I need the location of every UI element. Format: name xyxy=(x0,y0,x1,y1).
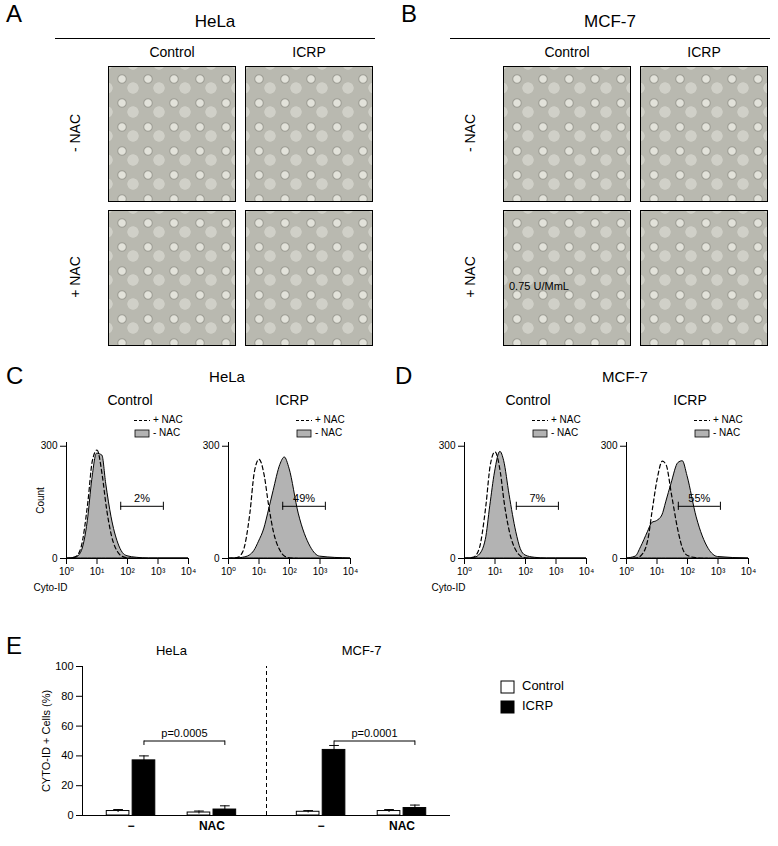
html-text:A: A xyxy=(6,0,22,27)
svg-text:10³: 10³ xyxy=(151,566,166,577)
svg-text:20: 20 xyxy=(61,779,73,791)
html-text:D: D xyxy=(395,362,413,389)
html-text:+ NAC: + NAC xyxy=(67,256,83,298)
html-text:MCF-7: MCF-7 xyxy=(584,12,636,31)
svg-text:NAC: NAC xyxy=(199,819,225,833)
html-text:Control: Control xyxy=(149,44,195,60)
html-text:- NAC: - NAC xyxy=(713,427,741,438)
svg-text:10³: 10³ xyxy=(549,566,564,577)
svg-text:−: − xyxy=(318,819,325,833)
svg-text:7%: 7% xyxy=(529,492,545,504)
svg-text:10³: 10³ xyxy=(313,566,328,577)
svg-text:10³: 10³ xyxy=(711,566,726,577)
svg-text:80: 80 xyxy=(61,690,73,702)
svg-text:10⁰: 10⁰ xyxy=(221,566,236,577)
html-text:ICRP: ICRP xyxy=(687,44,721,60)
html-text:C: C xyxy=(6,362,24,389)
svg-text:10⁴: 10⁴ xyxy=(741,566,756,577)
html-text:MCF-7: MCF-7 xyxy=(602,368,648,385)
svg-text:10¹: 10¹ xyxy=(650,566,665,577)
svg-text:10²: 10² xyxy=(120,566,135,577)
html-text:Control: Control xyxy=(107,392,153,408)
html-text:HeLa: HeLa xyxy=(209,368,245,385)
svg-text:0: 0 xyxy=(612,553,618,564)
svg-text:49%: 49% xyxy=(293,492,315,504)
svg-text:10⁴: 10⁴ xyxy=(343,566,358,577)
svg-text:300: 300 xyxy=(439,440,456,451)
html-text:Control: Control xyxy=(544,44,590,60)
svg-text:2%: 2% xyxy=(134,492,150,504)
html-text:- NAC: - NAC xyxy=(67,113,83,153)
svg-text:60: 60 xyxy=(61,720,73,732)
html-text:- NAC: - NAC xyxy=(551,427,579,438)
svg-text:300: 300 xyxy=(41,440,58,451)
svg-text:10¹: 10¹ xyxy=(488,566,503,577)
html-text:ICRP: ICRP xyxy=(275,392,309,408)
svg-text:300: 300 xyxy=(601,440,618,451)
html-text:ICRP: ICRP xyxy=(522,698,554,713)
svg-text:p=0.0005: p=0.0005 xyxy=(161,727,207,739)
svg-text:Cyto-ID: Cyto-ID xyxy=(34,582,68,593)
svg-text:10²: 10² xyxy=(518,566,533,577)
svg-text:0: 0 xyxy=(67,809,73,821)
svg-text:100: 100 xyxy=(55,660,73,672)
svg-text:10¹: 10¹ xyxy=(90,566,105,577)
html-text:Control: Control xyxy=(505,392,551,408)
svg-text:HeLa: HeLa xyxy=(156,643,188,658)
html-text:- NAC: - NAC xyxy=(153,427,181,438)
svg-text:Cyto-ID: Cyto-ID xyxy=(432,582,466,593)
svg-text:0: 0 xyxy=(214,553,220,564)
html-text:- NAC: - NAC xyxy=(315,427,343,438)
svg-text:40: 40 xyxy=(61,749,73,761)
svg-text:300: 300 xyxy=(203,440,220,451)
html-text:ICRP: ICRP xyxy=(292,44,326,60)
svg-text:CYTO-ID + Cells (%): CYTO-ID + Cells (%) xyxy=(40,690,52,792)
html-text:0.75 U/MmL: 0.75 U/MmL xyxy=(509,280,569,292)
html-text:+ NAC: + NAC xyxy=(713,414,743,425)
html-text:+ NAC: + NAC xyxy=(153,414,183,425)
svg-text:0: 0 xyxy=(52,553,58,564)
html-text:+ NAC: + NAC xyxy=(462,256,478,298)
html-text:E: E xyxy=(6,632,22,659)
svg-text:p=0.0001: p=0.0001 xyxy=(351,727,397,739)
svg-text:55%: 55% xyxy=(688,492,710,504)
svg-text:10⁰: 10⁰ xyxy=(59,566,74,577)
svg-text:10⁴: 10⁴ xyxy=(579,566,594,577)
svg-text:10²: 10² xyxy=(680,566,695,577)
html-text:B: B xyxy=(401,0,417,27)
svg-text:10⁰: 10⁰ xyxy=(457,566,472,577)
svg-text:Count: Count xyxy=(35,487,46,514)
svg-text:0: 0 xyxy=(450,553,456,564)
html-text:Control: Control xyxy=(522,678,564,693)
html-text:- NAC: - NAC xyxy=(462,113,478,153)
svg-text:MCF-7: MCF-7 xyxy=(342,643,382,658)
html-text:HeLa: HeLa xyxy=(194,12,236,31)
svg-text:10⁴: 10⁴ xyxy=(181,566,196,577)
svg-text:10²: 10² xyxy=(282,566,297,577)
html-text:+ NAC: + NAC xyxy=(315,414,345,425)
svg-text:−: − xyxy=(128,819,135,833)
svg-text:10⁰: 10⁰ xyxy=(619,566,634,577)
svg-text:10¹: 10¹ xyxy=(252,566,267,577)
html-text:ICRP: ICRP xyxy=(673,392,707,408)
html-text:+ NAC: + NAC xyxy=(551,414,581,425)
svg-text:NAC: NAC xyxy=(389,819,415,833)
